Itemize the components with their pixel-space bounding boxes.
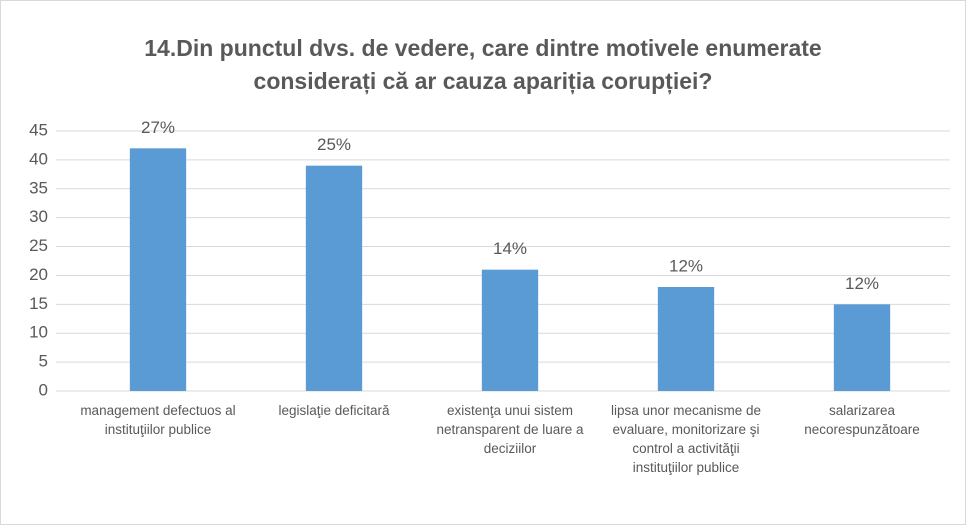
x-tick-label-box: existenţa unui sistem netransparent de l…: [436, 403, 584, 456]
x-tick-label: management defectuos al instituţiilor pu…: [80, 403, 236, 437]
bar: [129, 148, 187, 391]
x-tick-label-box: salarizarea necorespunzătoare: [804, 403, 920, 437]
y-tick-label: 20: [29, 265, 48, 284]
y-tick-label: 0: [39, 380, 48, 399]
y-tick-label: 35: [29, 178, 48, 197]
chart-title: 14.Din punctul dvs. de vedere, care dint…: [144, 35, 822, 94]
data-label: 14%: [493, 239, 527, 258]
x-tick-label-box: legislaţie deficitară: [278, 403, 390, 418]
y-tick-label: 15: [29, 294, 48, 313]
x-tick-label: salarizarea necorespunzătoare: [804, 403, 920, 437]
x-tick-label: existenţa unui sistem netransparent de l…: [436, 403, 584, 456]
x-tick-label-box: management defectuos al instituţiilor pu…: [80, 403, 236, 437]
x-tick-label: legislaţie deficitară: [278, 403, 390, 418]
bar: [833, 304, 891, 391]
data-label: 27%: [141, 118, 175, 137]
y-tick-label: 40: [29, 149, 48, 168]
data-label: 12%: [669, 256, 703, 275]
y-tick-label: 10: [29, 323, 48, 342]
data-label: 12%: [845, 274, 879, 293]
bar: [305, 165, 363, 391]
data-label: 25%: [317, 135, 351, 154]
bar: [481, 269, 539, 391]
y-tick-label: 5: [39, 352, 48, 371]
x-tick-label-box: lipsa unor mecanisme de evaluare, monito…: [610, 403, 762, 475]
y-tick-label: 25: [29, 236, 48, 255]
y-tick-label: 45: [29, 120, 48, 139]
bar: [657, 287, 715, 391]
y-tick-label: 30: [29, 207, 48, 226]
x-tick-label: lipsa unor mecanisme de evaluare, monito…: [610, 403, 762, 475]
